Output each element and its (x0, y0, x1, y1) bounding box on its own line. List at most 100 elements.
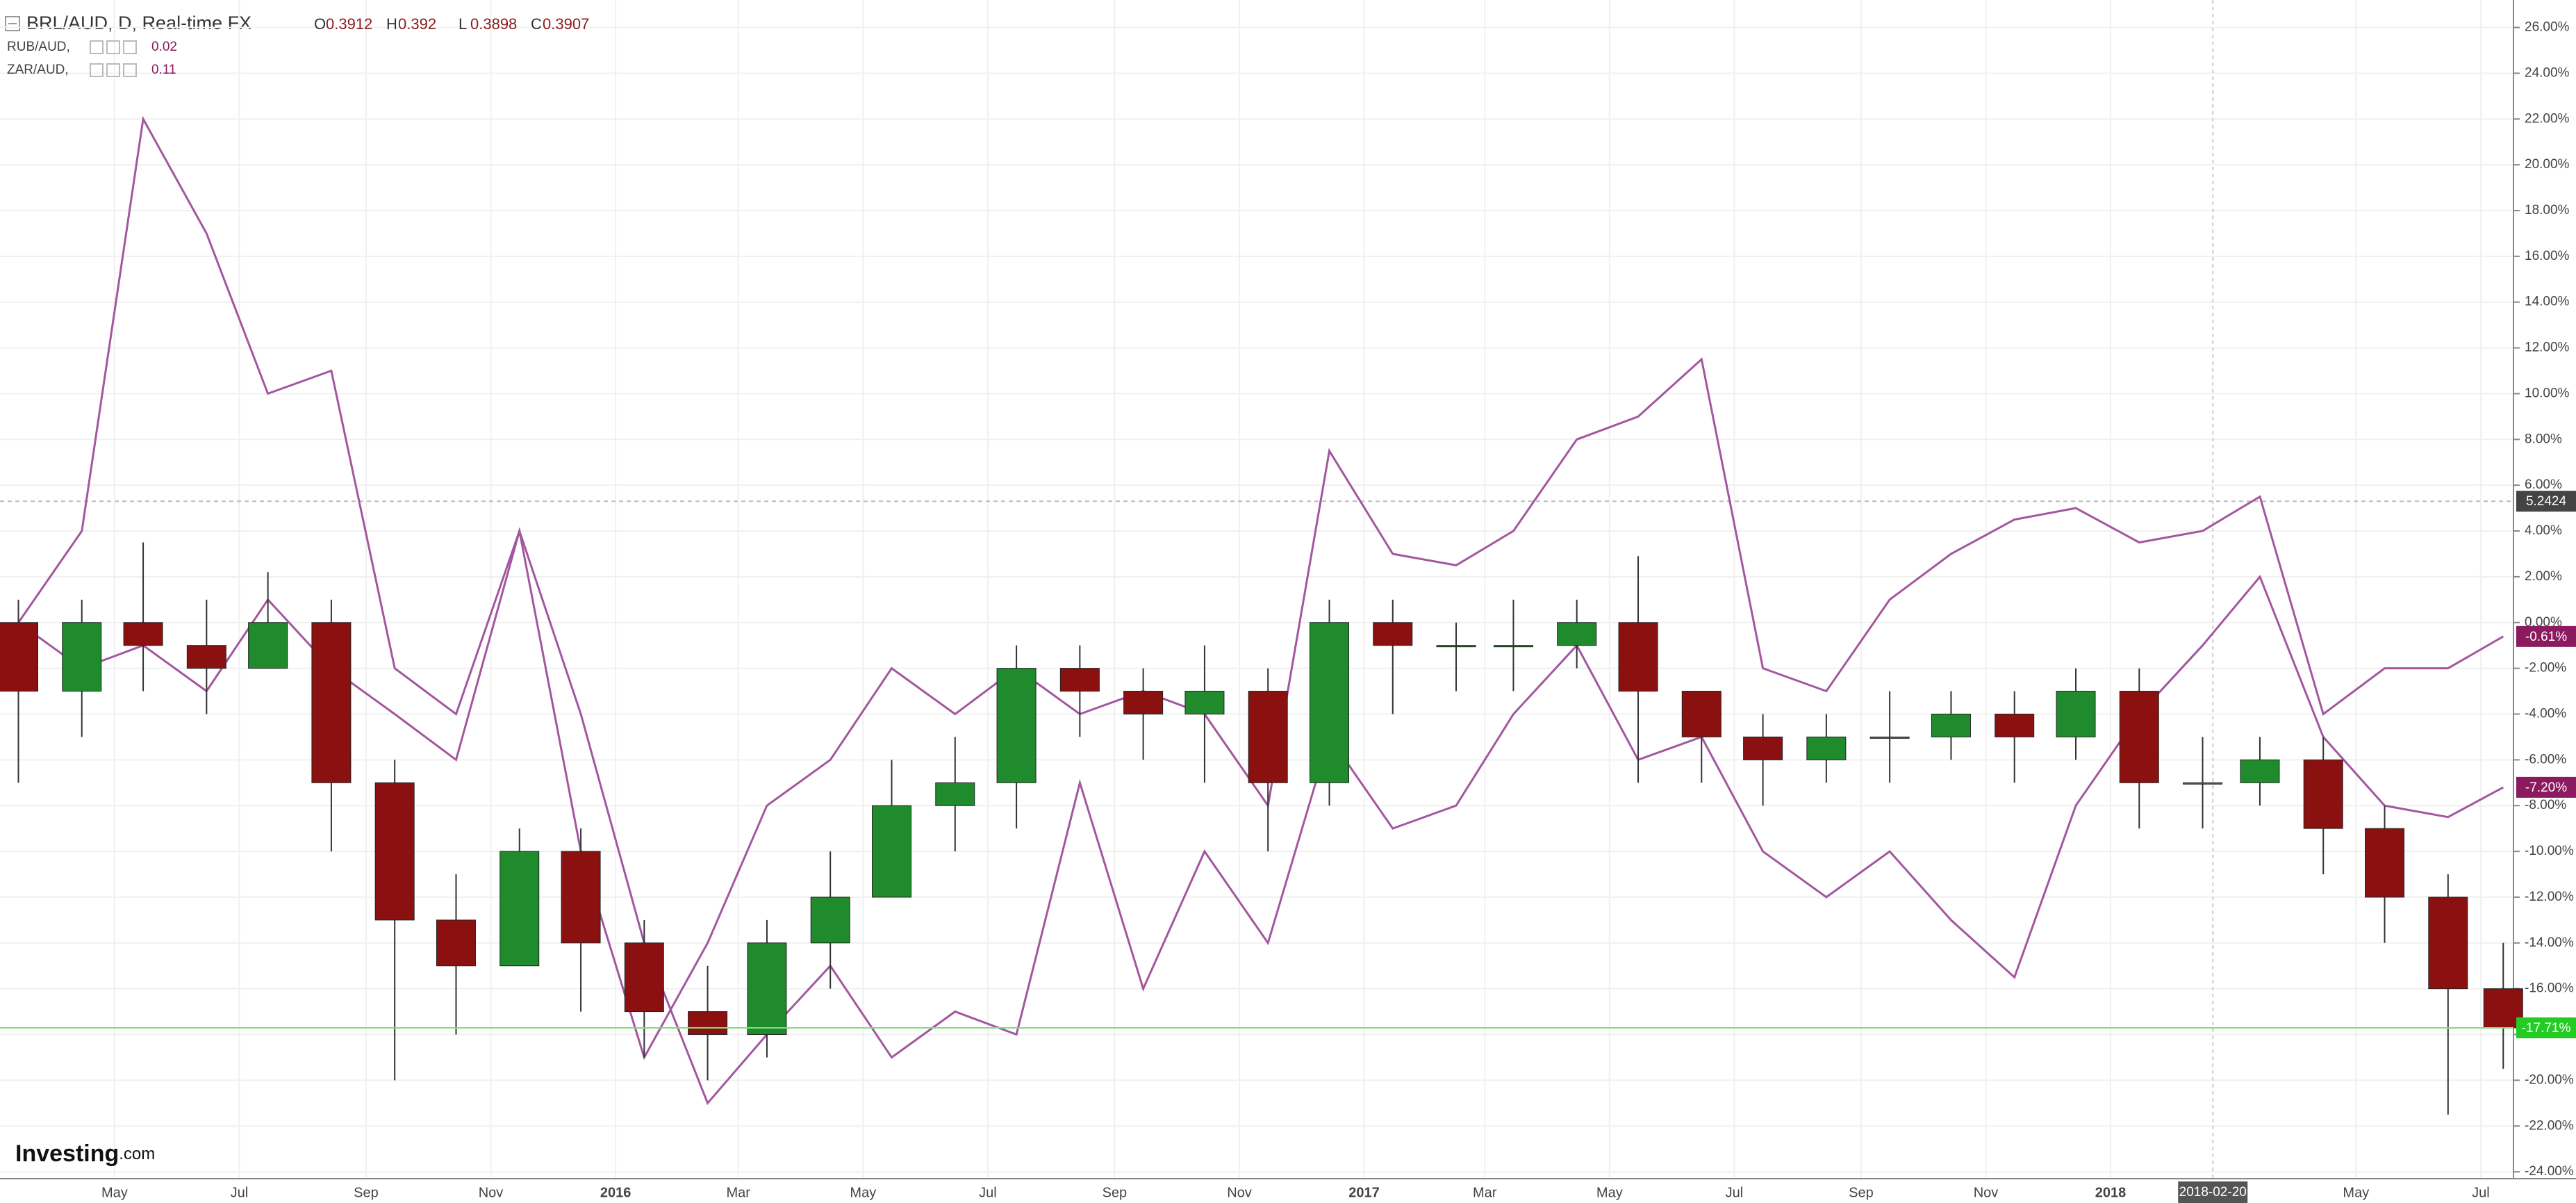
legend-icon[interactable] (90, 63, 104, 77)
candle-body (1681, 691, 1722, 737)
logo-suffix: .com (119, 1145, 155, 1163)
y-tick-label: -4.00% (2525, 706, 2566, 721)
y-tick-label: 4.00% (2525, 523, 2562, 538)
candle-body (688, 1011, 728, 1036)
candle-body (374, 782, 415, 921)
candle-body (810, 897, 850, 944)
candle-body (996, 668, 1037, 783)
x-tick-label: Nov (479, 1185, 504, 1200)
candle-body (1248, 691, 1288, 783)
last-value-badge: -7.20% (2525, 780, 2567, 795)
candle-body (1436, 645, 1476, 648)
y-tick-label: -8.00% (2525, 798, 2566, 812)
candle-body (1869, 736, 1910, 739)
legend-icon[interactable] (123, 40, 137, 54)
legend-name: ZAR/AUD, (7, 63, 69, 77)
legend-value: 0.02 (151, 40, 177, 54)
collapse-icon[interactable] (5, 16, 20, 31)
candle-body (561, 851, 601, 944)
ohlc-prefix: H (386, 15, 397, 33)
candle-body (2119, 691, 2159, 783)
candle-body (248, 622, 288, 669)
y-tick-label: 0.00% (2525, 615, 2562, 630)
legend-name: RUB/AUD, (7, 40, 70, 54)
x-tick-label: Mar (727, 1185, 751, 1200)
candle-body (1123, 691, 1164, 714)
candle-body (2183, 782, 2223, 785)
candle-body (1806, 736, 1847, 760)
price-badge: 5.2424 (2526, 494, 2567, 509)
y-tick-label: -6.00% (2525, 752, 2566, 767)
y-tick-label: 26.00% (2525, 20, 2570, 35)
x-tick-label: May (101, 1185, 128, 1200)
candle-body (624, 942, 664, 1013)
last-value-badge: -17.71% (2522, 1021, 2571, 1036)
x-tick-label: Sep (1849, 1185, 1874, 1200)
candle-body (2365, 828, 2405, 898)
candle-body (186, 645, 226, 669)
candle-body (2303, 759, 2343, 829)
x-tick-label: 2016 (600, 1185, 631, 1200)
main-legend-name: BRL/AUD, D, Real-time FX (26, 13, 251, 33)
ohlc-value: 0.392 (398, 15, 436, 33)
ohlc-value: 0.3907 (543, 15, 589, 33)
x-tick-label: Jul (231, 1185, 249, 1200)
y-tick-label: -12.00% (2525, 890, 2574, 904)
x-tick-label: 2017 (1348, 1185, 1380, 1200)
candle-body (1557, 622, 1597, 646)
candle-body (1184, 691, 1225, 714)
candle-body (1995, 713, 2035, 737)
x-tick-label: Jul (979, 1185, 997, 1200)
legend-icon[interactable] (106, 40, 120, 54)
last-value-badge-bg (2516, 776, 2576, 798)
y-tick-label: -10.00% (2525, 844, 2574, 858)
candle-body (747, 942, 787, 1036)
candle-body (2428, 897, 2468, 990)
ohlc-prefix: O (314, 15, 326, 33)
candle-body (62, 622, 102, 692)
logo: Investing.com (15, 1140, 155, 1167)
candle-body (1931, 713, 1971, 737)
y-tick-label: 8.00% (2525, 432, 2562, 446)
y-tick-label: 24.00% (2525, 65, 2570, 80)
last-value-badge: -0.61% (2525, 630, 2567, 644)
candle-body (311, 622, 352, 783)
y-tick-label: 12.00% (2525, 341, 2570, 355)
y-tick-label: 14.00% (2525, 295, 2570, 309)
y-tick-label: -2.00% (2525, 661, 2566, 676)
x-tick-label: Sep (354, 1185, 379, 1200)
ohlc-prefix: C (531, 15, 542, 33)
candle-body (1373, 622, 1413, 646)
y-tick-label: 2.00% (2525, 569, 2562, 584)
candle-body (123, 622, 163, 646)
legend-icon[interactable] (106, 63, 120, 77)
candle-body (1493, 645, 1533, 648)
y-tick-label: 20.00% (2525, 157, 2570, 172)
candle-body (935, 782, 975, 806)
x-tick-label: May (850, 1185, 876, 1200)
x-tick-label: Nov (1974, 1185, 1999, 1200)
x-tick-label: 2018 (2095, 1185, 2127, 1200)
x-tick-label: Jul (2472, 1185, 2490, 1200)
x-tick-label: May (2343, 1185, 2369, 1200)
x-tick-label: May (1596, 1185, 1623, 1200)
legend-icon[interactable] (90, 40, 104, 54)
ohlc-prefix: L (459, 15, 467, 33)
series-line (17, 527, 2504, 1106)
candle-body (872, 805, 912, 898)
y-tick-label: 6.00% (2525, 477, 2562, 492)
last-value-badge-bg (2516, 625, 2576, 647)
candle-body (1618, 622, 1658, 692)
candle-body (2483, 988, 2523, 1029)
legend-icon[interactable] (123, 63, 137, 77)
last-value-badge-bg (2516, 1017, 2576, 1038)
y-tick-label: 10.00% (2525, 386, 2570, 400)
y-tick-label: -20.00% (2525, 1072, 2574, 1087)
x-tick-label: Sep (1103, 1185, 1128, 1200)
y-tick-label: -22.00% (2525, 1118, 2574, 1133)
x-tick-label: Nov (1227, 1185, 1252, 1200)
y-tick-label: 18.00% (2525, 203, 2570, 218)
